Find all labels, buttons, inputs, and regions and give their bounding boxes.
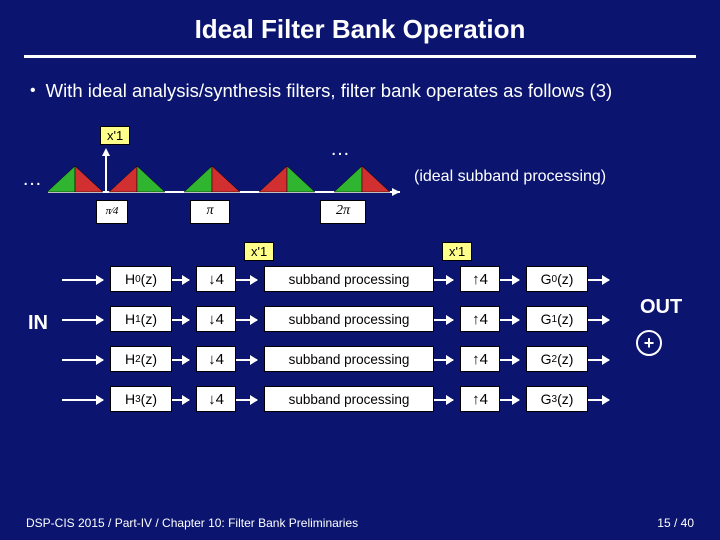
footer-right: 15 / 40 [657, 516, 694, 530]
synthesis-filter-box: G3(z) [526, 386, 588, 412]
bullet-row: • With ideal analysis/synthesis filters,… [30, 80, 690, 102]
signal-arrow [500, 319, 519, 321]
analysis-filter-box: H1(z) [110, 306, 172, 332]
filter-bank-diagram: x'1 x'1 IN OUT + H0(z)↓4subband processi… [0, 244, 720, 444]
signal-arrow [172, 399, 189, 401]
ellipsis-left: … [22, 168, 42, 191]
analysis-filter-box: H0(z) [110, 266, 172, 292]
bank-row: H2(z) ↓4 subband processing ↑4 G2(z) [0, 346, 720, 376]
signal-arrow [500, 359, 519, 361]
bank-row: H1(z) ↓4 subband processing ↑4 G1(z) [0, 306, 720, 336]
xp1-label-mid-right: x'1 [442, 242, 472, 261]
label-pi-over-4: π⁄4 [96, 200, 128, 224]
bank-row: H0(z) ↓4 subband processing ↑4 G0(z) [0, 266, 720, 296]
footer-left: DSP-CIS 2015 / Part-IV / Chapter 10: Fil… [26, 516, 358, 530]
footer: DSP-CIS 2015 / Part-IV / Chapter 10: Fil… [26, 516, 694, 530]
subband-processing-box: subband processing [264, 306, 434, 332]
signal-arrow [172, 279, 189, 281]
upsample-box: ↑4 [460, 306, 500, 332]
signal-arrow [172, 319, 189, 321]
subband-processing-box: subband processing [264, 266, 434, 292]
bullet-text: With ideal analysis/synthesis filters, f… [46, 80, 613, 102]
xp1-label-top: x'1 [100, 126, 130, 145]
bullet-marker: • [30, 80, 36, 102]
label-pi: π [190, 200, 230, 224]
title-rule [24, 55, 696, 58]
bank-row: H3(z) ↓4 subband processing ↑4 G3(z) [0, 386, 720, 416]
signal-arrow [434, 279, 453, 281]
downsample-box: ↓4 [196, 386, 236, 412]
subband-processing-box: subband processing [264, 386, 434, 412]
signal-arrow [500, 399, 519, 401]
analysis-filter-box: H3(z) [110, 386, 172, 412]
signal-arrow [236, 399, 257, 401]
signal-arrow [588, 359, 609, 361]
upsample-box: ↑4 [460, 386, 500, 412]
ideal-note: (ideal subband processing) [414, 168, 606, 186]
signal-arrow [500, 279, 519, 281]
signal-arrow [62, 399, 103, 401]
signal-arrow [172, 359, 189, 361]
synthesis-filter-box: G2(z) [526, 346, 588, 372]
downsample-box: ↓4 [196, 306, 236, 332]
analysis-filter-box: H2(z) [110, 346, 172, 372]
signal-arrow [62, 359, 103, 361]
slide-title: Ideal Filter Bank Operation [0, 0, 720, 45]
label-two-pi: 2π [320, 200, 366, 224]
synthesis-filter-box: G0(z) [526, 266, 588, 292]
signal-arrow [236, 319, 257, 321]
upsample-box: ↑4 [460, 266, 500, 292]
xp1-label-mid-left: x'1 [244, 242, 274, 261]
downsample-box: ↓4 [196, 346, 236, 372]
subband-processing-box: subband processing [264, 346, 434, 372]
signal-arrow [236, 279, 257, 281]
ellipsis-right: … [330, 138, 350, 161]
signal-arrow [62, 319, 103, 321]
signal-arrow [62, 279, 103, 281]
signal-arrow [588, 319, 609, 321]
upsample-box: ↑4 [460, 346, 500, 372]
downsample-box: ↓4 [196, 266, 236, 292]
signal-arrow [434, 399, 453, 401]
synthesis-filter-box: G1(z) [526, 306, 588, 332]
signal-arrow [434, 359, 453, 361]
signal-arrow [588, 279, 609, 281]
signal-arrow [588, 399, 609, 401]
spectrum-diagram: x'1 … … π⁄4 π 2π (ideal subband processi… [0, 148, 720, 228]
signal-arrow [434, 319, 453, 321]
signal-arrow [236, 359, 257, 361]
